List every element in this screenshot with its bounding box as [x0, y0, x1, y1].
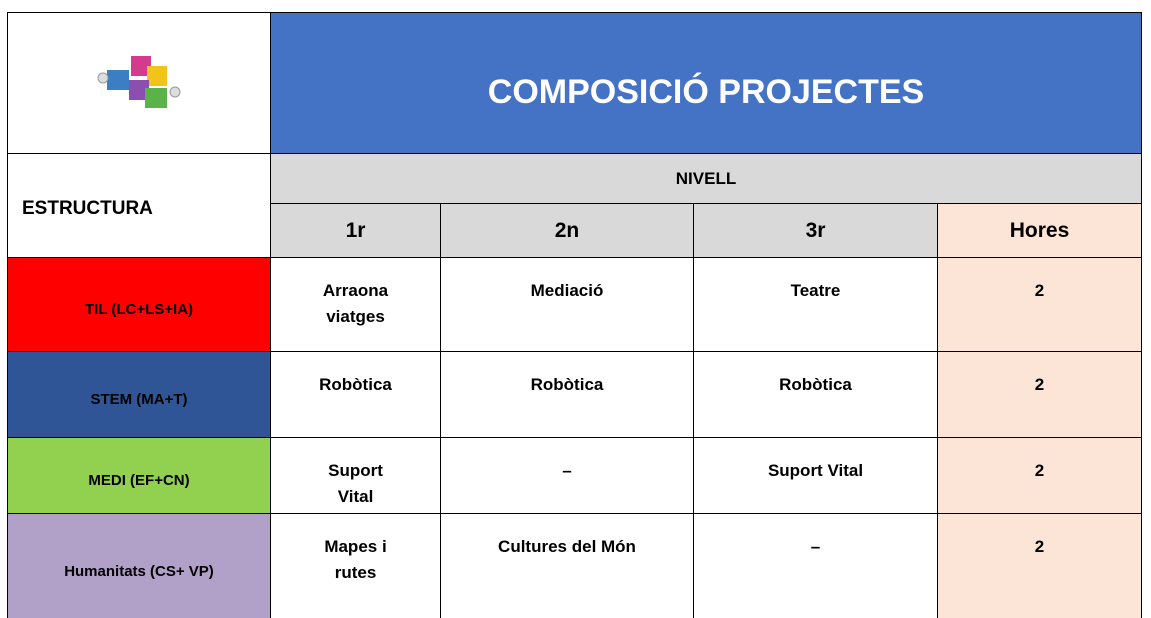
structure-header: ESTRUCTURA	[7, 153, 271, 258]
project-cell: –	[440, 437, 694, 514]
project-cell: –	[693, 513, 938, 618]
project-cell: Teatre	[693, 257, 938, 352]
project-cell: Cultures del Món	[440, 513, 694, 618]
hours-cell: 2	[937, 351, 1142, 438]
project-cell: Mediació	[440, 257, 694, 352]
hours-cell: 2	[937, 257, 1142, 352]
row-label: TIL (LC+LS+IA)	[7, 257, 271, 352]
hours-cell: 2	[937, 437, 1142, 514]
level-header: NIVELL	[270, 153, 1142, 204]
hours-cell: 2	[937, 513, 1142, 618]
project-cell: Robòtica	[693, 351, 938, 438]
column-header: Hores	[937, 203, 1142, 258]
project-cell: Robòtica	[270, 351, 441, 438]
row-label: STEM (MA+T)	[7, 351, 271, 438]
row-label: Humanitats (CS+ VP)	[7, 513, 271, 618]
column-header: 2n	[440, 203, 694, 258]
column-header: 1r	[270, 203, 441, 258]
logo-cell	[7, 12, 271, 154]
project-cell: Robòtica	[440, 351, 694, 438]
project-cell: Mapes i rutes	[270, 513, 441, 618]
row-label: MEDI (EF+CN)	[7, 437, 271, 514]
project-cell: Suport Vital	[270, 437, 441, 514]
project-cell: Suport Vital	[693, 437, 938, 514]
column-header: 3r	[693, 203, 938, 258]
logo	[97, 56, 181, 108]
title: COMPOSICIÓ PROJECTES	[270, 12, 1142, 154]
project-cell: Arraona viatges	[270, 257, 441, 352]
